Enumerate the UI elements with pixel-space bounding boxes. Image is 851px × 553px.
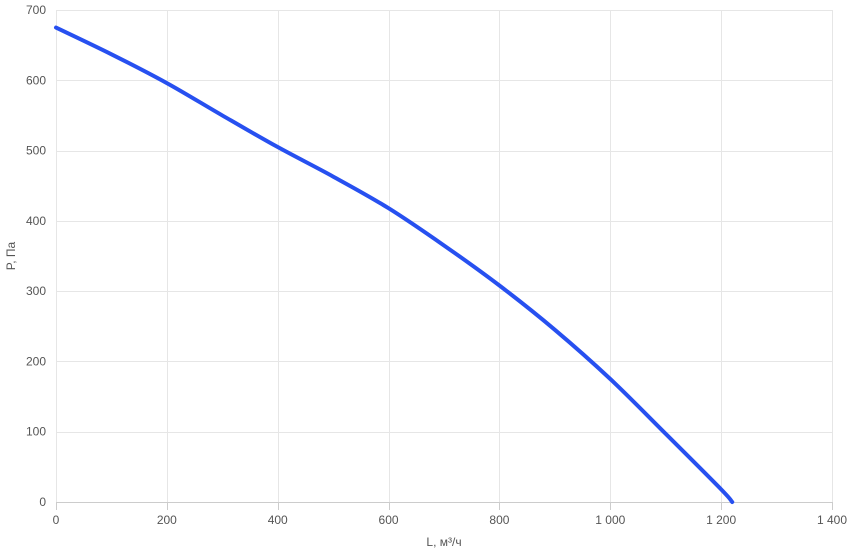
x-axis-title: L, м³/ч xyxy=(426,535,461,549)
x-tick-label: 1 400 xyxy=(817,513,847,527)
x-tick-label: 1 200 xyxy=(706,513,736,527)
x-axis-ticks: 0 200 400 600 800 1 000 1 200 1 400 xyxy=(53,502,847,527)
y-tick-label: 700 xyxy=(26,3,46,17)
x-tick-label: 600 xyxy=(379,513,399,527)
y-tick-label: 600 xyxy=(26,73,46,87)
x-tick-label: 1 000 xyxy=(595,513,625,527)
y-tick-label: 200 xyxy=(26,354,46,368)
y-tick-label: 100 xyxy=(26,425,46,439)
x-tick-label: 200 xyxy=(157,513,177,527)
y-tick-label: 500 xyxy=(26,144,46,158)
y-axis-ticks: 0 100 200 300 400 500 600 700 xyxy=(26,3,46,509)
x-tick-label: 0 xyxy=(53,513,60,527)
grid xyxy=(56,10,833,502)
y-tick-label: 300 xyxy=(26,284,46,298)
series-line xyxy=(54,25,735,504)
y-axis-title: P, Па xyxy=(4,241,18,270)
series-layer xyxy=(54,25,735,504)
x-tick-label: 800 xyxy=(489,513,509,527)
x-tick-label: 400 xyxy=(268,513,288,527)
y-tick-label: 0 xyxy=(39,495,46,509)
y-tick-label: 400 xyxy=(26,214,46,228)
